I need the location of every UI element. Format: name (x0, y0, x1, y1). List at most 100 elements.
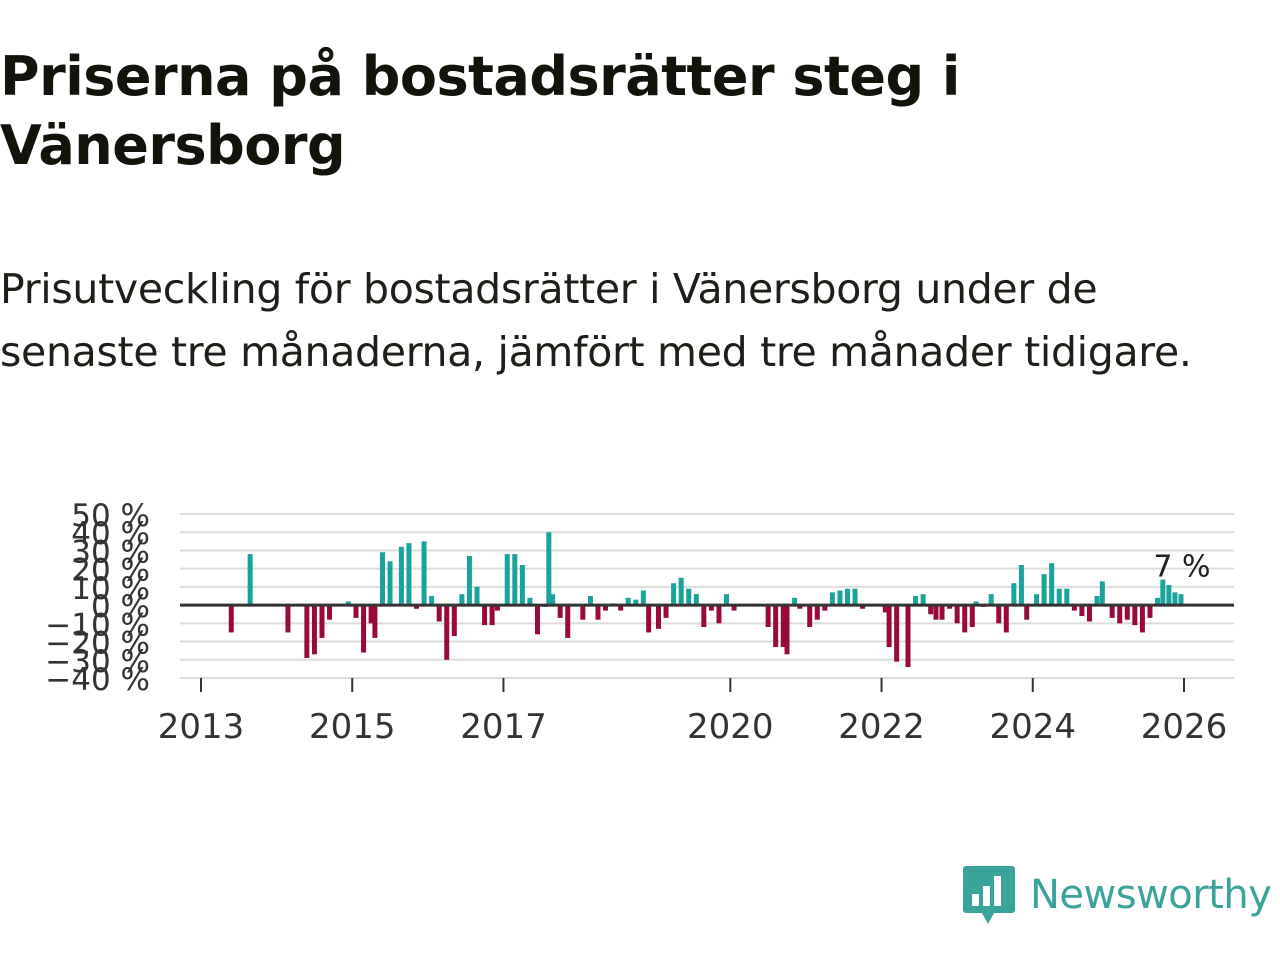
bar (939, 605, 945, 620)
bar (913, 596, 919, 606)
bar (504, 554, 510, 606)
bar (905, 605, 911, 668)
y-tick-label: 20 % (71, 553, 150, 589)
bar (933, 605, 939, 620)
y-tick-label: −20 % (45, 626, 150, 662)
bar (678, 577, 684, 606)
bar (693, 594, 699, 606)
bar (398, 546, 404, 606)
bar (928, 605, 934, 615)
bar (1160, 579, 1166, 606)
bar (603, 605, 609, 611)
bar (860, 605, 866, 609)
bar (436, 605, 442, 622)
bar (701, 605, 707, 627)
bar (1132, 605, 1138, 626)
x-tick-label: 2013 (158, 707, 245, 747)
x-tick-label: 2015 (309, 707, 396, 747)
bar (1147, 605, 1153, 618)
bar (765, 605, 771, 627)
bar (633, 599, 639, 606)
y-tick-label: 10 % (71, 571, 150, 607)
bar (646, 605, 652, 633)
bar (406, 543, 412, 606)
bar (797, 605, 803, 609)
bar (1086, 605, 1092, 622)
bar (319, 605, 325, 638)
bar (1094, 596, 1100, 606)
bar (973, 601, 979, 606)
bar (1034, 594, 1040, 606)
bar (459, 594, 465, 606)
bar (625, 597, 631, 606)
bar (655, 605, 661, 629)
bar (996, 605, 1002, 624)
bar (311, 605, 317, 655)
bar (595, 605, 601, 620)
bar (466, 555, 472, 606)
bar (1172, 592, 1178, 606)
bar (557, 605, 563, 618)
y-axis-tick-labels: 50 %40 %30 %20 %10 %0 %−10 %−20 %−30 %−4… (45, 498, 150, 698)
bar (988, 594, 994, 606)
y-tick-label: 50 % (71, 498, 150, 534)
bar (421, 541, 427, 606)
bar (814, 605, 820, 620)
bar (482, 605, 488, 626)
bar (708, 605, 714, 611)
brand-name: Newsworthy (1030, 872, 1272, 918)
y-tick-label: −10 % (45, 607, 150, 643)
bar (686, 588, 692, 606)
bar (947, 605, 953, 609)
bar (1071, 605, 1077, 611)
bar (527, 597, 533, 606)
bar (618, 605, 624, 611)
bar (792, 597, 798, 606)
bar (1056, 588, 1062, 606)
x-tick-label: 2022 (838, 707, 925, 747)
bar (671, 583, 677, 606)
x-tick-label: 2026 (1141, 707, 1228, 747)
gridlines (180, 513, 1234, 679)
bar (1003, 605, 1009, 633)
newsworthy-logo-icon (963, 866, 1015, 924)
bar (837, 590, 843, 606)
newsworthy-brand: Newsworthy (962, 860, 1272, 930)
bar (429, 596, 435, 606)
y-tick-label: −30 % (45, 644, 150, 680)
bar (379, 552, 385, 606)
bar (731, 605, 737, 611)
y-tick-label: 0 % (91, 589, 150, 625)
bar (716, 605, 722, 624)
bar (451, 605, 457, 637)
bar (829, 592, 835, 606)
bar (361, 605, 367, 653)
bar (784, 605, 790, 655)
bar (353, 605, 359, 618)
chart-subtitle: Prisutveckling för bostadsrätter i Väner… (0, 265, 1192, 376)
x-tick-label: 2017 (460, 707, 547, 747)
bar (587, 596, 593, 606)
bar (580, 605, 586, 620)
bar (1049, 563, 1055, 606)
bar (852, 588, 858, 606)
bar (414, 605, 419, 609)
bar-chart: 50 %40 %30 %20 %10 %0 %−10 %−20 %−30 %−4… (45, 498, 1234, 747)
bar (489, 605, 495, 626)
bar (1064, 588, 1070, 606)
bar (882, 605, 888, 613)
bar (1011, 583, 1017, 606)
bar (894, 605, 900, 662)
bar (1178, 594, 1184, 606)
bar (1018, 565, 1024, 606)
chart-title: Priserna på bostadsrätter steg i Vänersb… (0, 45, 960, 177)
bar (1099, 581, 1105, 606)
bar (886, 605, 892, 648)
bar (1079, 605, 1085, 617)
bar (368, 605, 374, 624)
bar (1041, 574, 1047, 606)
bar (663, 605, 669, 618)
bar (1139, 605, 1145, 633)
bar (962, 605, 968, 633)
bar (247, 554, 253, 606)
